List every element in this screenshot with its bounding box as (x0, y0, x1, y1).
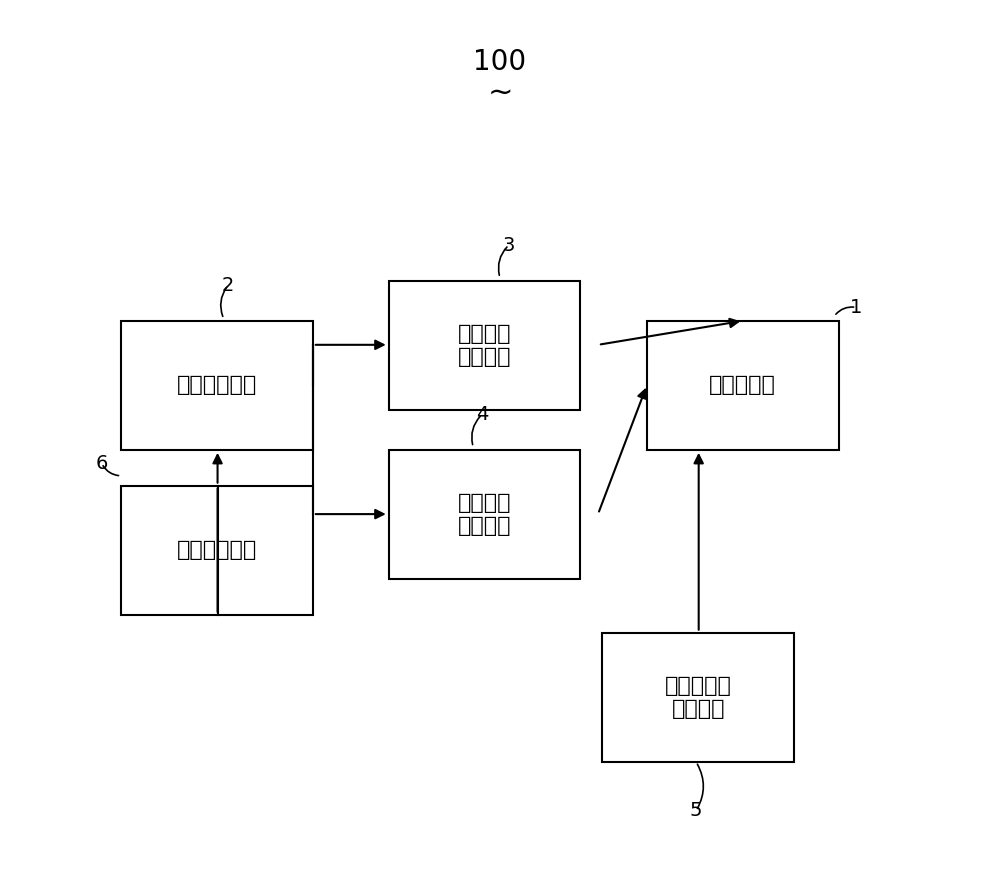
FancyBboxPatch shape (602, 633, 794, 762)
Text: 压力与按键
侦测单元: 压力与按键 侦测单元 (665, 675, 732, 719)
FancyBboxPatch shape (647, 321, 839, 450)
Text: 发射接收单元: 发射接收单元 (177, 375, 257, 396)
FancyBboxPatch shape (121, 486, 313, 615)
Text: 100: 100 (473, 48, 527, 77)
Text: 第二整流
滤波单元: 第二整流 滤波单元 (458, 493, 511, 536)
Text: 第一整流
滤波单元: 第一整流 滤波单元 (458, 323, 511, 367)
Text: 4: 4 (476, 405, 488, 424)
Text: 6: 6 (96, 454, 108, 473)
FancyBboxPatch shape (389, 281, 580, 410)
Text: 2: 2 (222, 275, 234, 295)
Text: 3: 3 (503, 235, 515, 255)
FancyBboxPatch shape (121, 321, 313, 450)
Text: ~: ~ (487, 79, 513, 108)
Text: 发射控制单元: 发射控制单元 (177, 540, 257, 560)
FancyBboxPatch shape (389, 450, 580, 579)
Text: 单晶片单元: 单晶片单元 (709, 375, 776, 396)
Text: 1: 1 (850, 298, 863, 317)
Text: 5: 5 (690, 801, 702, 821)
